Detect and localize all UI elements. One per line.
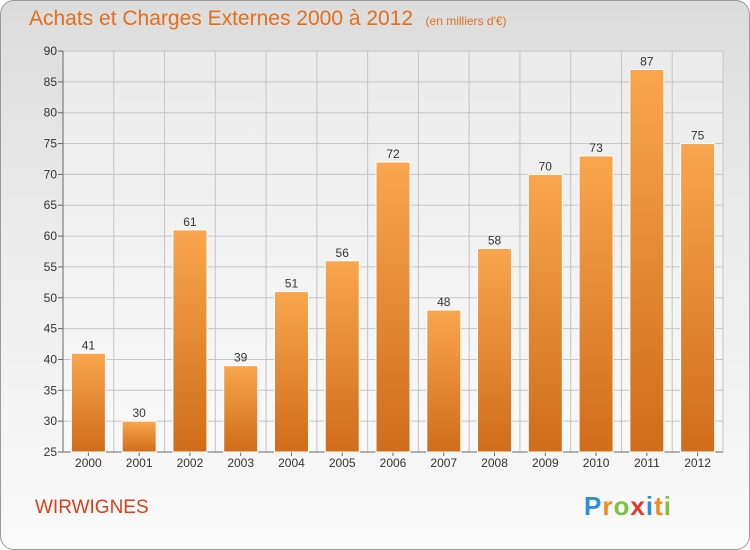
bar: [527, 173, 563, 453]
y-tick-label: 55: [44, 260, 58, 274]
y-tick-label: 60: [44, 229, 58, 243]
bar-value-label: 58: [488, 233, 502, 247]
bar: [477, 247, 513, 453]
x-tick-label: 2000: [75, 456, 102, 470]
y-tick-label: 25: [44, 445, 58, 459]
bars: [70, 69, 716, 453]
logo-letter: i: [663, 491, 672, 521]
bar: [223, 365, 259, 453]
proxiti-logo: Proxiti: [584, 491, 672, 522]
y-tick-label: 70: [44, 167, 58, 181]
logo-letter: i: [645, 491, 655, 521]
bar: [172, 229, 208, 453]
x-tick-label: 2004: [278, 456, 305, 470]
y-tick-label: 65: [44, 198, 58, 212]
bar: [324, 260, 360, 453]
bar: [680, 143, 716, 453]
logo-letter: o: [613, 491, 631, 521]
bar: [629, 69, 665, 453]
logo-letter: P: [584, 491, 603, 521]
x-tick-label: 2006: [380, 456, 407, 470]
y-tick-label: 50: [44, 291, 58, 305]
labels: 25 30 35 40 45 50 55 60 65 70 75 80 85 90 41 2000 30 2001…: [44, 44, 712, 470]
y-tick-label: 30: [44, 414, 58, 428]
x-tick-label: 2011: [634, 456, 660, 470]
bar-value-label: 39: [234, 351, 248, 365]
bar: [578, 155, 614, 453]
chart-title-block: Achats et Charges Externes 2000 à 2012 (…: [29, 7, 507, 31]
bar-value-label: 56: [336, 246, 350, 260]
x-tick-label: 2003: [227, 456, 254, 470]
logo-letter: t: [654, 491, 664, 521]
bar: [375, 161, 411, 453]
bar-value-label: 70: [539, 159, 553, 173]
bar: [121, 420, 157, 453]
x-tick-label: 2005: [329, 456, 356, 470]
bar-value-label: 87: [640, 55, 654, 69]
y-tick-label: 85: [44, 75, 58, 89]
x-tick-label: 2010: [583, 456, 610, 470]
bar: [70, 352, 106, 453]
x-tick-label: 2002: [177, 456, 204, 470]
y-tick-label: 90: [44, 44, 58, 58]
y-tick-label: 80: [44, 106, 58, 120]
chart-unit: (en milliers d'€): [425, 14, 507, 28]
bar: [273, 291, 309, 453]
bar-value-label: 51: [285, 277, 299, 291]
bar-value-label: 75: [691, 129, 705, 143]
bar-value-label: 73: [589, 141, 603, 155]
bar-value-label: 30: [132, 406, 146, 420]
logo-letter: r: [602, 491, 614, 521]
y-tick-label: 45: [44, 322, 58, 336]
x-tick-label: 2012: [684, 456, 711, 470]
chart-title: Achats et Charges Externes 2000 à 2012: [29, 7, 414, 30]
bar-value-label: 41: [82, 338, 96, 352]
x-tick-label: 2008: [481, 456, 508, 470]
bar-value-label: 61: [183, 215, 197, 229]
y-tick-label: 75: [44, 137, 58, 151]
bar-value-label: 72: [386, 147, 400, 161]
bar-value-label: 48: [437, 295, 451, 309]
x-tick-label: 2007: [430, 456, 457, 470]
commune-name: WIRWIGNES: [35, 497, 149, 518]
x-tick-label: 2009: [532, 456, 559, 470]
bar: [426, 309, 462, 453]
logo-letter: x: [630, 491, 646, 521]
y-tick-label: 40: [44, 352, 58, 366]
y-tick-label: 35: [44, 383, 58, 397]
x-tick-label: 2001: [126, 456, 153, 470]
